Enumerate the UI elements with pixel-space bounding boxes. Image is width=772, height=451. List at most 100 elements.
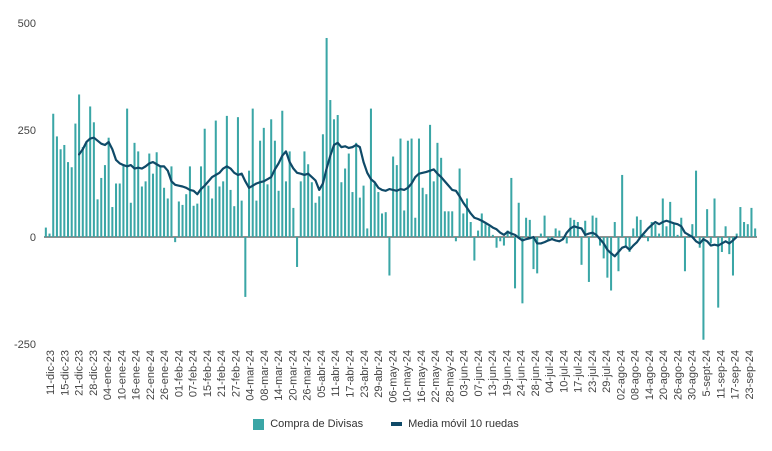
bar: [591, 215, 594, 237]
bar: [510, 177, 513, 237]
bar: [199, 166, 203, 237]
x-tick-label: 04-mar-24: [245, 350, 257, 401]
bar: [643, 234, 646, 237]
bar: [672, 224, 675, 237]
x-tick-label: 28-may-24: [444, 350, 456, 403]
x-tick-label: 07-jun-24: [473, 350, 485, 396]
x-tick-label: 03-jun-24: [459, 350, 471, 396]
bar: [421, 187, 424, 237]
bar: [303, 151, 306, 237]
x-tick-label: 30-ago-24: [687, 350, 699, 400]
bar: [399, 138, 402, 237]
y-tick-label: 0: [30, 232, 36, 244]
bar: [536, 237, 539, 274]
legend-label-line: Media móvil 10 ruedas: [408, 418, 519, 430]
bar: [207, 185, 210, 237]
bar: [329, 100, 332, 237]
bar: [425, 194, 428, 237]
bar: [310, 182, 313, 237]
bar: [728, 237, 731, 255]
bar: [299, 181, 302, 237]
bar: [528, 219, 531, 237]
bar: [565, 237, 568, 244]
x-tick-label: 17-sep-24: [730, 350, 742, 400]
x-tick-label: 23-abr-24: [359, 350, 371, 398]
bar: [624, 237, 627, 246]
x-tick-label: 11-sep-24: [715, 350, 727, 399]
bar: [118, 183, 121, 237]
bar: [196, 203, 199, 237]
bar: [602, 237, 605, 259]
bar: [81, 147, 84, 237]
bar: [100, 177, 103, 237]
bar: [750, 207, 753, 237]
x-tick-label: 06-may-24: [387, 350, 399, 403]
bar: [78, 94, 81, 237]
bar: [240, 200, 243, 237]
x-tick-label: 14-ago-24: [644, 350, 656, 400]
x-tick-label: 04-jul-24: [544, 350, 556, 393]
bar: [432, 181, 435, 237]
bar: [395, 165, 398, 237]
bar: [111, 207, 114, 237]
bar: [266, 184, 269, 237]
bar: [273, 140, 276, 237]
bar: [635, 216, 638, 237]
bar: [647, 237, 650, 242]
bar: [506, 230, 509, 237]
bar: [163, 187, 166, 237]
x-tick-label: 26-ene-24: [159, 350, 171, 400]
bar: [558, 230, 561, 237]
bar: [251, 108, 254, 237]
legend-item-line[interactable]: Media móvil 10 ruedas: [391, 418, 519, 430]
bar: [480, 213, 483, 237]
x-tick-label: 20-ago-24: [658, 350, 670, 400]
bar: [447, 211, 450, 237]
bar: [458, 168, 461, 237]
bar: [129, 202, 132, 237]
bar: [292, 207, 295, 237]
bar: [63, 144, 66, 237]
bar: [584, 220, 587, 237]
bar: [658, 233, 661, 237]
bar: [170, 166, 173, 237]
bar: [362, 185, 365, 237]
bar: [477, 230, 480, 237]
x-tick-label: 16-may-24: [416, 350, 428, 403]
bar: [384, 212, 387, 237]
bar: [314, 202, 317, 237]
x-tick-label: 02-ago-24: [615, 350, 627, 400]
x-tick-label: 08-ago-24: [630, 350, 642, 400]
x-tick-label: 01-feb-24: [173, 350, 185, 397]
bar: [606, 237, 609, 278]
x-tick-label: 15-dic-23: [59, 350, 71, 396]
bar: [661, 198, 664, 237]
bar: [499, 237, 502, 242]
x-tick-label: 11-dic-23: [45, 350, 57, 395]
x-tick-label: 16-ene-24: [131, 350, 143, 400]
bar: [381, 213, 384, 237]
bar: [248, 170, 251, 237]
bar: [735, 233, 738, 237]
bar: [683, 237, 686, 272]
bar: [669, 201, 672, 237]
x-tick-label: 10-may-24: [402, 350, 414, 403]
bar: [628, 237, 631, 252]
bar: [89, 106, 92, 238]
bar: [344, 168, 347, 237]
legend-item-bars[interactable]: Compra de Divisas: [253, 418, 363, 430]
bar: [174, 237, 177, 243]
bar: [451, 211, 454, 237]
bar: [462, 213, 465, 237]
x-tick-label: 26-mar-24: [302, 350, 314, 401]
bar: [67, 162, 70, 237]
bar: [665, 226, 668, 237]
bar: [52, 113, 55, 237]
x-tick-label: 08-mar-24: [259, 350, 271, 401]
bar: [746, 224, 749, 237]
bar: [532, 237, 535, 270]
bar: [92, 122, 95, 237]
bar: [436, 142, 439, 237]
bar: [144, 181, 147, 237]
bar: [214, 120, 217, 237]
